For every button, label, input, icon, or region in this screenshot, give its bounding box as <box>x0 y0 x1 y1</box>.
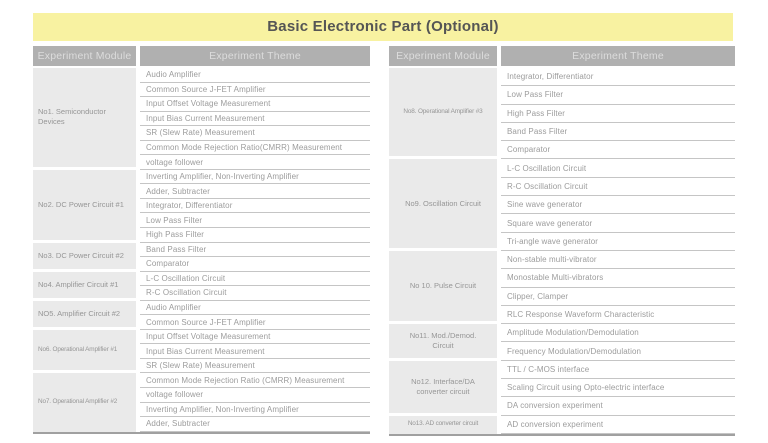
theme-row: Band Pass Filter <box>501 123 735 142</box>
theme-row: Comparator <box>501 141 735 160</box>
theme-row: Monostable Multi-vibrators <box>501 269 735 288</box>
theme-row: Common Source J-FET Amplifier <box>140 315 370 330</box>
theme-list: L-C Oscillation Circuit R-C Oscillation C… <box>140 272 370 301</box>
theme-row: Clipper, Clamper <box>501 288 735 306</box>
module-group: No13. AD converter circuit AD conversion … <box>389 415 735 434</box>
theme-row: voltage follower <box>140 388 370 403</box>
column-header-theme: Experiment Theme <box>501 46 735 66</box>
theme-row: R-C Oscillation Circuit <box>501 178 735 197</box>
module-group: No9. Oscillation Circuit L-C Oscillation … <box>389 159 735 251</box>
theme-row: Scaling Circuit using Opto-electric inte… <box>501 379 735 398</box>
theme-list: AD conversion experiment <box>501 416 735 434</box>
module-group: No8. Operational Amplifier #3 Integrator,… <box>389 68 735 160</box>
module-group: No7. Operational Amplifier #2 Common Mode… <box>33 373 370 432</box>
theme-row: Common Source J-FET Amplifier <box>140 83 370 98</box>
theme-row: RLC Response Waveform Characteristic <box>501 306 735 325</box>
module-cell: No 10. Pulse Circuit <box>389 250 497 325</box>
theme-row: Inverting Amplifier, Non-Inverting Ampli… <box>140 170 370 185</box>
theme-row: Adder, Subtracter <box>140 184 370 199</box>
theme-row: SR (Slew Rate) Measurement <box>140 359 370 374</box>
module-group: NO5. Amplifier Circuit #2 Audio Amplifier… <box>33 300 370 330</box>
module-cell: No8. Operational Amplifier #3 <box>389 68 497 160</box>
table-body: No8. Operational Amplifier #3 Integrator,… <box>389 68 735 436</box>
theme-row: Common Mode Rejection Ratio (CMRR) Measu… <box>140 373 370 389</box>
table-header-row: Experiment Module Experiment Theme <box>33 46 370 66</box>
theme-list: Input Offset Voltage Measurement Input Bi… <box>140 330 370 374</box>
theme-row: Comparator <box>140 257 370 272</box>
theme-row: Input Bias Current Measurement <box>140 344 370 359</box>
theme-list: Audio Amplifier Common Source J-FET Ampli… <box>140 301 370 330</box>
theme-row: Adder, Subtracter <box>140 417 370 432</box>
theme-row: Amplitude Modulation/Demodulation <box>501 324 735 343</box>
theme-row: Low Pass Filter <box>140 213 370 229</box>
column-header-module: Experiment Module <box>33 46 136 66</box>
module-cell: No1. Semiconductor Devices <box>33 68 136 170</box>
module-group: No12. Interface/DA converter circuit TTL … <box>389 360 735 416</box>
theme-row: Integrator, Differentiator <box>501 68 735 87</box>
module-group: No6. Operational Amplifier #1 Input Offse… <box>33 329 370 374</box>
theme-row: Tri-angle wave generator <box>501 233 735 251</box>
theme-list: Amplitude Modulation/Demodulation Frequen… <box>501 324 735 361</box>
theme-list: Audio Amplifier Common Source J-FET Ampli… <box>140 68 370 170</box>
module-group: No2. DC Power Circuit #1 Inverting Amplif… <box>33 169 370 243</box>
module-cell: No6. Operational Amplifier #1 <box>33 329 136 374</box>
theme-row: Inverting Amplifier, Non-Inverting Ampli… <box>140 403 370 418</box>
module-cell: No9. Oscillation Circuit <box>389 159 497 251</box>
theme-row: voltage follower <box>140 155 370 170</box>
theme-row: L-C Oscillation Circuit <box>501 159 735 178</box>
theme-row: High Pass Filter <box>501 105 735 123</box>
theme-list: Inverting Amplifier, Non-Inverting Ampli… <box>140 170 370 243</box>
theme-row: SR (Slew Rate) Measurement <box>140 126 370 141</box>
theme-list: Non-stable multi-vibrator Monostable Mult… <box>501 251 735 325</box>
experiment-table-left: Experiment Module Experiment Theme No1. … <box>33 46 370 434</box>
module-group: No1. Semiconductor Devices Audio Amplifie… <box>33 68 370 170</box>
module-cell: NO5. Amplifier Circuit #2 <box>33 300 136 330</box>
theme-row: Square wave generator <box>501 214 735 233</box>
theme-list: Common Mode Rejection Ratio (CMRR) Measu… <box>140 373 370 432</box>
theme-row: AD conversion experiment <box>501 416 735 434</box>
theme-row: Input Offset Voltage Measurement <box>140 330 370 345</box>
table-body: No1. Semiconductor Devices Audio Amplifie… <box>33 68 370 434</box>
module-cell: No12. Interface/DA converter circuit <box>389 360 497 416</box>
theme-row: Input Bias Current Measurement <box>140 112 370 127</box>
module-cell: No4. Amplifier Circuit #1 <box>33 271 136 301</box>
theme-row: Frequency Modulation/Demodulation <box>501 342 735 361</box>
column-header-theme: Experiment Theme <box>140 46 370 66</box>
module-cell: No7. Operational Amplifier #2 <box>33 373 136 432</box>
theme-row: Audio Amplifier <box>140 301 370 316</box>
module-group: No3. DC Power Circuit #2 Band Pass Filter… <box>33 242 370 272</box>
theme-row: TTL / C-MOS interface <box>501 361 735 380</box>
experiment-table-right: Experiment Module Experiment Theme No8. … <box>389 46 735 436</box>
theme-list: Integrator, Differentiator Low Pass Filte… <box>501 68 735 160</box>
module-cell: No3. DC Power Circuit #2 <box>33 242 136 272</box>
theme-list: TTL / C-MOS interface Scaling Circuit usi… <box>501 361 735 416</box>
theme-row: Audio Amplifier <box>140 68 370 83</box>
theme-row: L-C Oscillation Circuit <box>140 272 370 287</box>
theme-row: R-C Oscillation Circuit <box>140 286 370 301</box>
theme-row: Integrator, Differentiator <box>140 199 370 214</box>
module-group: No 10. Pulse Circuit Non-stable multi-vib… <box>389 250 735 325</box>
theme-list: L-C Oscillation Circuit R-C Oscillation C… <box>501 159 735 251</box>
theme-row: Input Offset Voltage Measurement <box>140 97 370 112</box>
module-group: No4. Amplifier Circuit #1 L-C Oscillation… <box>33 271 370 301</box>
theme-row: Band Pass Filter <box>140 243 370 258</box>
table-header-row: Experiment Module Experiment Theme <box>389 46 735 66</box>
theme-row: Common Mode Rejection Ratio(CMRR) Measur… <box>140 141 370 156</box>
page-title: Basic Electronic Part (Optional) <box>33 13 733 41</box>
theme-list: Band Pass Filter Comparator <box>140 243 370 272</box>
column-header-module: Experiment Module <box>389 46 497 66</box>
module-cell: No11. Mod./Demod. Circuit <box>389 324 497 361</box>
module-cell: No2. DC Power Circuit #1 <box>33 169 136 243</box>
theme-row: Low Pass Filter <box>501 86 735 105</box>
theme-row: DA conversion experiment <box>501 397 735 416</box>
theme-row: Non-stable multi-vibrator <box>501 251 735 270</box>
module-cell: No13. AD converter circuit <box>389 415 497 434</box>
theme-row: Sine wave generator <box>501 196 735 215</box>
module-group: No11. Mod./Demod. Circuit Amplitude Modul… <box>389 324 735 361</box>
theme-row: High Pass Filter <box>140 228 370 243</box>
